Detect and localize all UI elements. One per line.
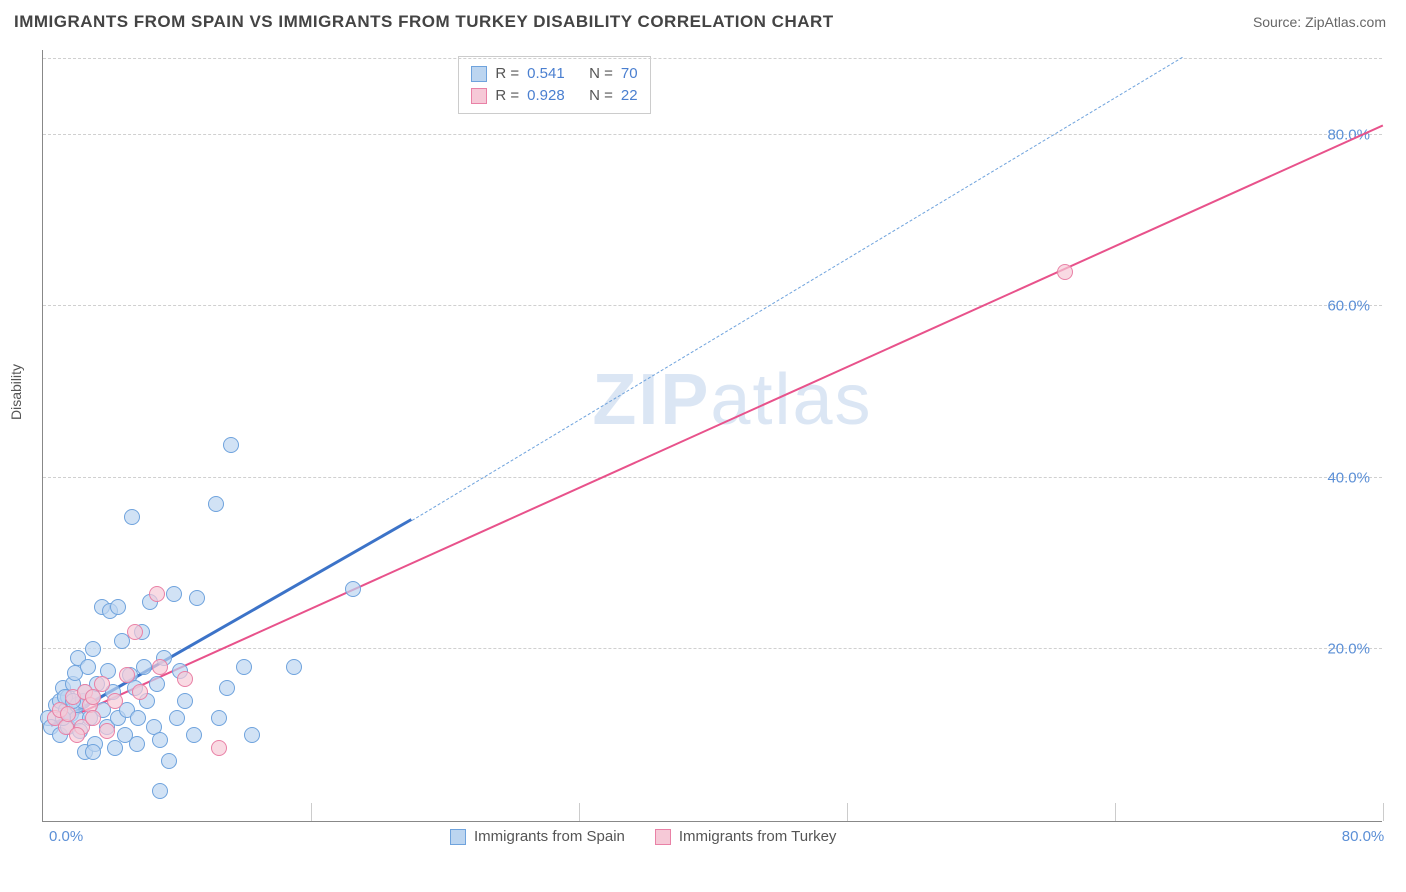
x-tick-mark [579,803,580,821]
x-tick-mark [847,803,848,821]
data-point-spain [124,509,140,525]
chart-title: IMMIGRANTS FROM SPAIN VS IMMIGRANTS FROM… [14,12,834,32]
x-tick-mark [1383,803,1384,821]
data-point-spain [129,736,145,752]
data-point-turkey [152,659,168,675]
data-point-spain [152,732,168,748]
data-point-spain [223,437,239,453]
data-point-spain [130,710,146,726]
legend-row: R =0.928N =22 [471,85,637,107]
legend-swatch [471,66,487,82]
legend-row: R =0.541N =70 [471,63,637,85]
data-point-spain [244,727,260,743]
data-point-turkey [132,684,148,700]
legend-swatch [655,829,671,845]
x-tick-label: 0.0% [49,828,83,845]
x-tick-mark [311,803,312,821]
data-point-spain [85,641,101,657]
gridline-horizontal [43,134,1382,135]
trend-line [51,124,1383,726]
scatter-chart: ZIPatlas R =0.541N =70R =0.928N =22 20.0… [42,50,1382,822]
data-point-turkey [99,723,115,739]
data-point-spain [152,783,168,799]
data-point-turkey [119,667,135,683]
data-point-spain [219,680,235,696]
trend-extrapolation [411,57,1182,521]
legend-item: Immigrants from Spain [450,828,625,845]
data-point-spain [177,693,193,709]
data-point-turkey [1057,264,1073,280]
data-point-turkey [60,706,76,722]
x-tick-mark [1115,803,1116,821]
data-point-spain [107,740,123,756]
legend-swatch [471,88,487,104]
data-point-turkey [149,586,165,602]
data-point-spain [136,659,152,675]
y-tick-label: 20.0% [1327,641,1370,658]
gridline-horizontal [43,477,1382,478]
data-point-spain [169,710,185,726]
data-point-spain [208,496,224,512]
data-point-spain [286,659,302,675]
legend-swatch [450,829,466,845]
data-point-spain [166,586,182,602]
source-attribution: Source: ZipAtlas.com [1253,14,1386,30]
data-point-spain [345,581,361,597]
correlation-legend: R =0.541N =70R =0.928N =22 [458,56,650,114]
y-tick-label: 40.0% [1327,469,1370,486]
data-point-turkey [211,740,227,756]
y-tick-label: 60.0% [1327,298,1370,315]
data-point-turkey [69,727,85,743]
data-point-spain [186,727,202,743]
series-legend: Immigrants from Spain Immigrants from Tur… [450,828,836,845]
data-point-spain [211,710,227,726]
legend-item: Immigrants from Turkey [655,828,837,845]
data-point-turkey [177,671,193,687]
x-tick-label: 80.0% [1342,828,1385,845]
data-point-turkey [85,689,101,705]
data-point-spain [161,753,177,769]
watermark: ZIPatlas [592,359,872,441]
data-point-spain [85,744,101,760]
data-point-spain [236,659,252,675]
data-point-spain [189,590,205,606]
y-axis-label: Disability [8,364,24,420]
data-point-turkey [85,710,101,726]
gridline-horizontal [43,648,1382,649]
data-point-spain [80,659,96,675]
gridline-horizontal [43,305,1382,306]
data-point-spain [110,599,126,615]
data-point-spain [149,676,165,692]
data-point-turkey [127,624,143,640]
data-point-turkey [107,693,123,709]
